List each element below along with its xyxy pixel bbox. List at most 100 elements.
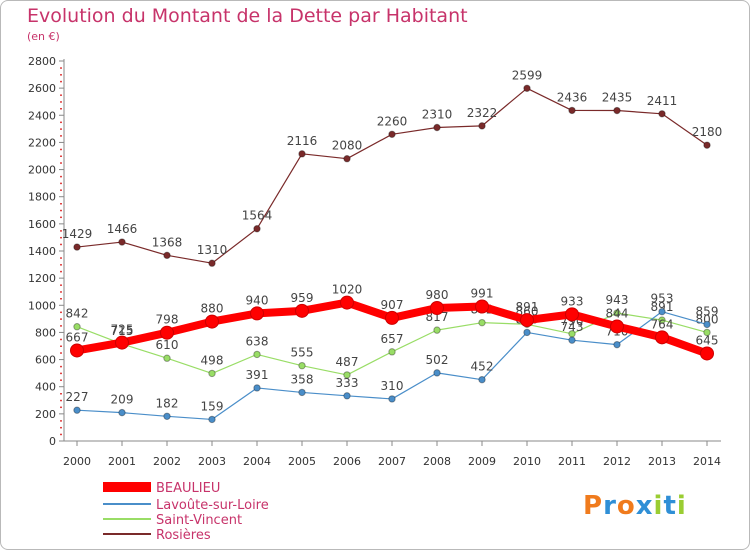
data-point bbox=[73, 406, 81, 414]
y-minor-tick bbox=[60, 372, 62, 375]
data-label: 715 bbox=[111, 324, 134, 338]
data-label: 1020 bbox=[332, 283, 363, 297]
data-label: 209 bbox=[111, 393, 134, 407]
data-label: 842 bbox=[66, 307, 89, 321]
data-label: 943 bbox=[606, 293, 629, 307]
logo-letter: P bbox=[583, 491, 604, 521]
x-tick-label: 2009 bbox=[468, 455, 496, 468]
y-minor-tick bbox=[60, 338, 62, 341]
y-minor-tick bbox=[60, 325, 62, 327]
y-minor-tick bbox=[60, 230, 62, 232]
x-tick-label: 2007 bbox=[378, 455, 406, 468]
data-point bbox=[343, 155, 351, 163]
data-label: 310 bbox=[381, 379, 404, 393]
y-minor-tick bbox=[60, 257, 62, 259]
data-label: 844 bbox=[606, 306, 629, 320]
y-minor-tick bbox=[60, 406, 62, 409]
data-point bbox=[523, 328, 531, 337]
data-point bbox=[160, 325, 174, 340]
data-label: 502 bbox=[426, 353, 449, 367]
y-minor-tick bbox=[60, 365, 62, 368]
data-point bbox=[565, 307, 579, 322]
y-minor-tick bbox=[60, 162, 62, 164]
data-point bbox=[478, 122, 486, 130]
x-tick-label: 2012 bbox=[603, 455, 631, 468]
data-point bbox=[385, 310, 399, 325]
data-point bbox=[520, 313, 534, 328]
data-point bbox=[118, 408, 126, 417]
y-minor-tick bbox=[60, 182, 62, 185]
x-tick-label: 2005 bbox=[288, 455, 316, 468]
y-tick-label: 1400 bbox=[28, 245, 56, 258]
data-point bbox=[613, 106, 621, 115]
y-tick-label: 1000 bbox=[28, 299, 56, 312]
y-minor-tick bbox=[60, 393, 62, 395]
data-label: 2436 bbox=[557, 90, 588, 104]
data-point bbox=[655, 330, 669, 345]
data-label: 725 bbox=[111, 323, 134, 337]
x-tick-label: 2013 bbox=[648, 455, 676, 468]
chart-subtitle: (en €) bbox=[27, 30, 60, 43]
x-tick-label: 2014 bbox=[693, 455, 721, 468]
data-point bbox=[163, 354, 171, 362]
data-point bbox=[73, 243, 81, 251]
data-label: 743 bbox=[561, 320, 584, 334]
proxiti-logo: Proxiti bbox=[583, 491, 687, 521]
x-tick-label: 2004 bbox=[243, 455, 271, 468]
data-label: 2180 bbox=[692, 125, 723, 139]
data-point bbox=[613, 309, 621, 317]
logo-letter: i bbox=[676, 491, 687, 521]
data-point bbox=[475, 299, 489, 314]
legend-label-1: Lavoûte-sur-Loire bbox=[156, 498, 269, 513]
data-label: 2322 bbox=[467, 106, 498, 120]
y-tick-label: 2000 bbox=[28, 164, 56, 177]
data-point bbox=[343, 392, 351, 400]
data-point bbox=[298, 388, 306, 397]
data-label: 798 bbox=[156, 313, 179, 327]
y-minor-tick bbox=[60, 216, 62, 219]
y-minor-tick bbox=[60, 243, 62, 246]
y-tick-label: 2400 bbox=[28, 109, 56, 122]
data-point bbox=[208, 369, 216, 378]
data-label: 859 bbox=[696, 304, 719, 318]
data-label: 933 bbox=[561, 294, 584, 308]
y-minor-tick bbox=[60, 264, 62, 266]
data-point bbox=[523, 84, 531, 92]
y-minor-tick bbox=[60, 291, 62, 293]
data-label: 452 bbox=[471, 360, 494, 374]
y-tick-label: 2200 bbox=[28, 136, 56, 149]
data-point bbox=[115, 335, 129, 350]
data-label: 555 bbox=[291, 346, 314, 360]
data-point bbox=[298, 150, 306, 158]
y-minor-tick bbox=[60, 148, 62, 151]
data-label: 891 bbox=[516, 300, 539, 314]
data-point bbox=[700, 346, 714, 361]
data-label: 2310 bbox=[422, 108, 453, 122]
y-minor-tick bbox=[60, 298, 62, 300]
data-point bbox=[253, 384, 261, 392]
data-point bbox=[430, 301, 444, 315]
data-point bbox=[388, 130, 396, 138]
data-point bbox=[658, 316, 666, 324]
x-tick-label: 2008 bbox=[423, 455, 451, 468]
data-label: 2599 bbox=[512, 68, 543, 82]
data-point bbox=[610, 319, 624, 334]
data-point bbox=[253, 225, 261, 233]
y-minor-tick bbox=[60, 175, 62, 178]
y-minor-tick bbox=[60, 318, 62, 320]
y-tick-label: 600 bbox=[35, 354, 56, 367]
y-minor-tick bbox=[60, 352, 62, 354]
y-minor-tick bbox=[60, 128, 62, 130]
data-label: 610 bbox=[156, 338, 179, 352]
data-point bbox=[70, 343, 84, 358]
data-point bbox=[703, 328, 711, 337]
y-minor-tick bbox=[60, 311, 62, 314]
y-minor-tick bbox=[60, 270, 62, 273]
logo-letter: o bbox=[616, 491, 636, 521]
data-point bbox=[478, 318, 486, 327]
data-point bbox=[208, 415, 216, 424]
data-point bbox=[253, 350, 261, 359]
data-point bbox=[208, 259, 216, 267]
data-point bbox=[433, 123, 441, 132]
data-label: 498 bbox=[201, 353, 224, 367]
